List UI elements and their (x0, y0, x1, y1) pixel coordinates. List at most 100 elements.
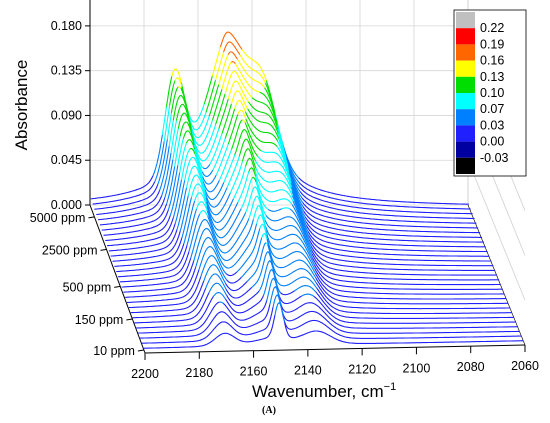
spectrum-line (211, 89, 223, 121)
spectrum-line (244, 111, 279, 142)
spectrum-line (226, 290, 260, 307)
spectrum-line (290, 182, 307, 222)
y-tick-label: 0.045 (51, 153, 82, 167)
spectrum-line (172, 179, 183, 218)
spectrum-line (190, 218, 250, 259)
spectrum-line (221, 61, 232, 90)
spectrum-line (237, 109, 247, 120)
spectrum-line (305, 221, 486, 248)
spectrum-line (203, 75, 213, 105)
depth-tick (114, 285, 121, 288)
spectrum-line (179, 142, 187, 173)
spectrum-line (166, 166, 176, 205)
spectrum-line (240, 237, 263, 278)
spectrum-line (281, 207, 291, 210)
spectrum-line (172, 128, 179, 160)
spectrum-line (187, 174, 207, 198)
spectrum-line (312, 257, 501, 286)
spectrum-line (240, 177, 253, 209)
spectrum-line (206, 201, 239, 231)
legend-swatch (456, 12, 475, 29)
x-tick-label: 2080 (457, 360, 485, 374)
spectrum-line (289, 208, 313, 251)
y-axis-title: Absorbance (12, 60, 31, 151)
spectrum-line (315, 291, 514, 319)
spectrum-line (264, 87, 278, 123)
legend-level-label: 0.07 (480, 102, 504, 116)
spectrum-line (187, 103, 205, 123)
color-scale-legend: 0.22 0.19 0.16 0.13 0.10 0.07 0.03 0.00 -0.03 (453, 9, 527, 177)
spectrum-line (291, 195, 310, 236)
depth-tick (126, 318, 133, 321)
spectrum-line (277, 141, 290, 173)
spectrum-line (307, 231, 490, 257)
legend-level-label: 0.00 (480, 135, 504, 149)
depth-tick (137, 349, 144, 352)
spectrum-line (267, 244, 317, 284)
spectrum-line (234, 63, 260, 93)
spectrum-line (301, 293, 314, 297)
spectrum-line (152, 134, 163, 177)
spectrum-line (237, 171, 250, 203)
spectrum-line (280, 290, 295, 296)
spectrum-line (188, 116, 210, 139)
spectrum-line (244, 122, 262, 152)
spectrum-line (123, 260, 195, 293)
spectrum-line (188, 213, 201, 252)
spectrum-line (265, 242, 269, 245)
spectrum-line (128, 276, 202, 309)
spectrum-line (178, 86, 182, 89)
spectrum-line (219, 301, 224, 304)
spectrum-line (108, 223, 176, 252)
spectrum-line (227, 80, 249, 103)
spectrum-line (94, 183, 159, 210)
spectrum-line (255, 176, 293, 205)
spectrum-line (179, 121, 195, 142)
spectrum-line (171, 68, 182, 83)
spectrum-line (202, 164, 211, 170)
spectrum-line (225, 286, 253, 299)
spectrum-line (225, 295, 265, 314)
spectrum-line (265, 226, 315, 265)
spectrum-line (232, 166, 247, 200)
spectrum-line (223, 154, 236, 183)
spectrum-line (175, 103, 192, 130)
spectrum-line (163, 105, 171, 142)
spectrum-line (204, 182, 225, 201)
spectrum-line (221, 103, 232, 134)
legend-level-label: 0.03 (480, 118, 504, 132)
spectrum-line (169, 80, 176, 106)
spectrum-line (299, 186, 473, 215)
spectrum-line (252, 204, 267, 227)
spectrum-line (276, 146, 292, 180)
spectrum-line (227, 114, 239, 145)
spectrum-line (101, 203, 168, 231)
spectrum-line (234, 100, 246, 112)
spectrum-line (266, 239, 317, 279)
legend-swatch (456, 44, 475, 61)
spectrum-line (190, 183, 207, 203)
spectrum-line (311, 253, 499, 281)
spectrum-line (195, 201, 208, 212)
spectrum-line (219, 31, 243, 50)
y-tick-label: 0.180 (51, 19, 82, 33)
spectrum-line (218, 98, 229, 130)
spectrum-line (185, 138, 196, 150)
spectrum-line (248, 166, 257, 177)
spectrum-line (251, 176, 257, 183)
legend-level-label: -0.03 (480, 151, 509, 165)
spectrum-line (114, 237, 183, 267)
legend-swatch (456, 141, 475, 158)
spectrum-line (223, 41, 241, 55)
spectrum-line (208, 282, 227, 296)
legend-level-label: 0.16 (480, 54, 504, 68)
spectrum-line (174, 180, 186, 224)
spectrum-line (195, 223, 258, 269)
spectrum-line (281, 310, 520, 334)
spectrum-line (223, 300, 268, 321)
spectrum-line (177, 138, 184, 166)
spectrum-line (255, 160, 293, 192)
spectrum-line (264, 82, 276, 114)
spectrum-line (301, 197, 477, 224)
spectrum-line (310, 245, 496, 271)
